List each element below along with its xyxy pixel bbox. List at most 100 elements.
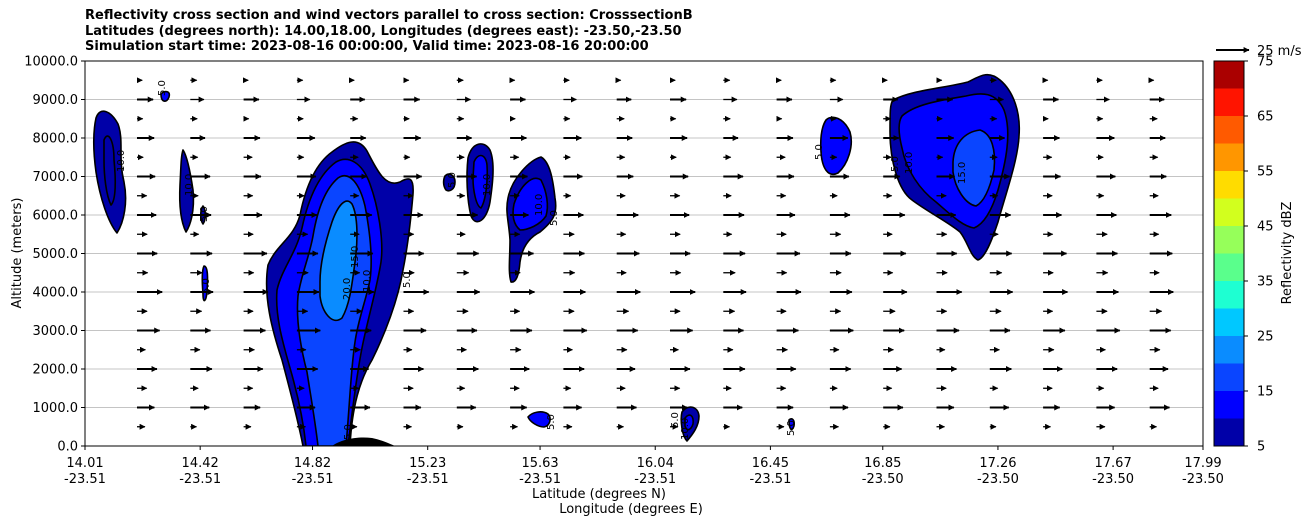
x-tick-label-lat: 14.01 xyxy=(66,456,103,471)
colorbar-swatch xyxy=(1214,281,1244,309)
cell-k xyxy=(819,116,853,175)
contour-label: 10.0 xyxy=(534,194,545,216)
x-tick-label-lon: -23.51 xyxy=(519,472,561,487)
colorbar-swatch xyxy=(1214,198,1244,226)
title-line-3: Simulation start time: 2023-08-16 00:00:… xyxy=(85,39,649,54)
y-tick-label: 6000.0 xyxy=(33,209,79,224)
colorbar-tick-label: 25 xyxy=(1257,330,1274,345)
x-tick-label-lon: -23.50 xyxy=(977,472,1019,487)
title-line-1: Reflectivity cross section and wind vect… xyxy=(85,8,693,23)
colorbar-swatch xyxy=(1214,308,1244,336)
x-tick-label-lon: -23.51 xyxy=(179,472,221,487)
cell-b xyxy=(160,90,171,102)
cell-g xyxy=(506,156,557,283)
colorbar-swatch xyxy=(1214,88,1244,116)
x-tick-label-lon: -23.50 xyxy=(1182,472,1224,487)
colorbar-frame xyxy=(1213,60,1245,447)
colorbar-swatch xyxy=(1214,143,1244,171)
reflectivity-contours xyxy=(92,73,1021,446)
contour-label: 5.0 xyxy=(549,210,560,226)
colorbar-tick-label: 45 xyxy=(1257,220,1274,235)
x-tick-label-lon: -23.51 xyxy=(407,472,449,487)
contour-label: 5.0 xyxy=(546,414,557,430)
contour-labels: 5.0 10.0 10.0 5.0 5.0 15.0 10.0 20.0 5.0… xyxy=(116,80,968,440)
colorbar-swatch xyxy=(1214,116,1244,144)
x-tick-label-lat: 14.42 xyxy=(182,456,219,471)
contour-label: 5.0 xyxy=(447,172,458,188)
contour-label: 5.0 xyxy=(814,144,825,160)
horizontal-gridlines xyxy=(85,99,1203,408)
x-tick-label-lon: -23.51 xyxy=(749,472,791,487)
x-tick-label-lat: 16.85 xyxy=(864,456,901,471)
x-axis-label-longitude: Longitude (degrees E) xyxy=(559,502,703,517)
y-tick-label: 7000.0 xyxy=(33,170,79,185)
cell-f xyxy=(442,143,494,223)
y-tick-label: 2000.0 xyxy=(33,363,79,378)
contour-label: 10.0 xyxy=(362,270,373,292)
colorbar-tick-label: 65 xyxy=(1257,110,1274,125)
y-axis: 0.0 1000.0 2000.0 3000.0 4000.0 5000.0 6000.0 7… xyxy=(24,55,85,455)
contour-label: 10.0 xyxy=(482,174,493,196)
contour-label: 15.0 xyxy=(957,162,968,184)
y-tick-label: 8000.0 xyxy=(33,132,79,147)
contour-label: 10.0 xyxy=(680,418,691,440)
y-tick-label: 9000.0 xyxy=(33,93,79,108)
y-tick-label: 10000.0 xyxy=(24,55,78,70)
y-axis-label: Altitude (meters) xyxy=(10,198,25,309)
colorbar-tick-label: 15 xyxy=(1257,385,1274,400)
colorbar-swatch xyxy=(1214,253,1244,281)
y-tick-label: 3000.0 xyxy=(33,324,79,339)
contour-label: 10.0 xyxy=(184,174,195,196)
x-tick-label-lat: 16.04 xyxy=(637,456,674,471)
chart-title: Reflectivity cross section and wind vect… xyxy=(85,8,693,55)
x-tick-label-lon: -23.51 xyxy=(64,472,106,487)
contour-label: 5.0 xyxy=(890,156,901,172)
x-tick-label-lat: 17.26 xyxy=(979,456,1016,471)
y-tick-label: 5000.0 xyxy=(33,247,79,262)
colorbar-swatch xyxy=(1214,391,1244,419)
x-tick-label-lon: -23.50 xyxy=(862,472,904,487)
x-tick-label-lon: -23.51 xyxy=(292,472,334,487)
wind-vectors xyxy=(136,77,1203,430)
colorbar-label: Reflectivity dBZ xyxy=(1280,202,1295,305)
wind-key-label: 25 m/s xyxy=(1257,44,1302,59)
title-line-2: Latitudes (degrees north): 14.00,18.00, … xyxy=(85,23,682,39)
cell-j xyxy=(788,418,795,431)
x-axis: 14.01-23.5114.42-23.5114.82-23.5115.23-2… xyxy=(64,446,1224,487)
cell-i xyxy=(680,406,700,442)
colorbar-swatch xyxy=(1214,418,1244,446)
contour-label: 5.0 xyxy=(402,272,413,288)
contour-label: 5.0 xyxy=(670,412,681,428)
x-tick-label-lat: 17.99 xyxy=(1184,456,1221,471)
x-tick-label-lon: -23.51 xyxy=(634,472,676,487)
colorbar-swatch xyxy=(1214,226,1244,254)
y-tick-label: 0.0 xyxy=(57,440,78,455)
colorbar: 5 15 25 35 45 55 65 75 xyxy=(1213,55,1274,455)
contour-label: 20.0 xyxy=(342,278,353,300)
cell-a xyxy=(92,110,127,234)
contour-label: 5.0 xyxy=(343,424,354,440)
colorbar-swatch xyxy=(1214,363,1244,391)
contour-label: 5.0 xyxy=(199,206,210,222)
colorbar-tick-label: 5 xyxy=(1257,440,1265,455)
contour-label: 10.0 xyxy=(116,150,127,172)
contour-label: 15.0 xyxy=(350,246,361,268)
x-axis-label-latitude: Latitude (degrees N) xyxy=(532,487,666,502)
contour-label: 5.0 xyxy=(786,420,797,436)
colorbar-swatch xyxy=(1214,61,1244,89)
contour-label: 10.0 xyxy=(904,152,915,174)
y-tick-label: 4000.0 xyxy=(33,286,79,301)
x-tick-label-lat: 14.82 xyxy=(294,456,331,471)
contour-label: 5.0 xyxy=(157,80,168,96)
x-tick-label-lat: 15.63 xyxy=(521,456,558,471)
colorbar-tick-label: 35 xyxy=(1257,275,1274,290)
x-tick-label-lon: -23.50 xyxy=(1092,472,1134,487)
contour-label: 5.0 xyxy=(201,278,212,294)
y-tick-label: 1000.0 xyxy=(33,401,79,416)
x-tick-label-lat: 16.45 xyxy=(752,456,789,471)
cell-e xyxy=(265,141,414,446)
cell-h xyxy=(527,411,551,428)
colorbar-tick-label: 55 xyxy=(1257,165,1274,180)
x-tick-label-lat: 17.67 xyxy=(1095,456,1132,471)
